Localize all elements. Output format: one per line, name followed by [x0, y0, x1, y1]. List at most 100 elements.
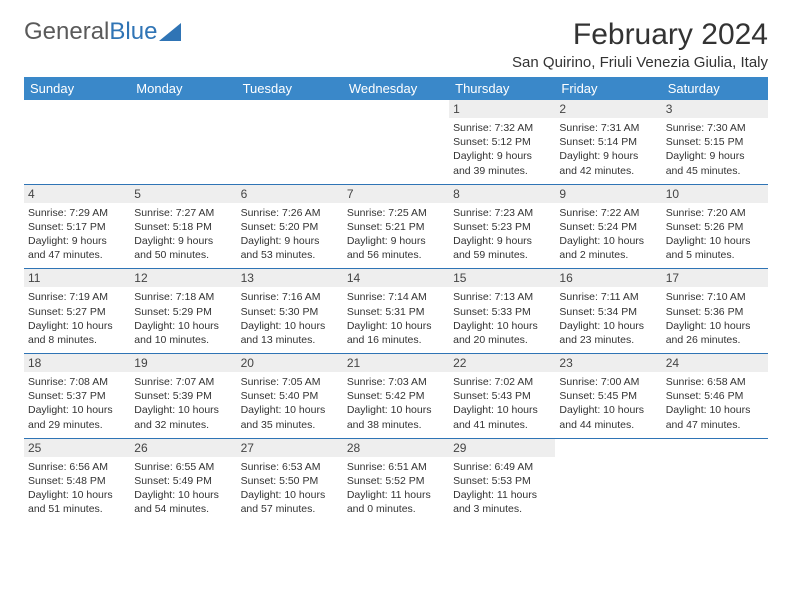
day-number: 26	[130, 439, 236, 457]
day-details: Sunrise: 6:56 AMSunset: 5:48 PMDaylight:…	[28, 460, 126, 517]
day-details: Sunrise: 7:11 AMSunset: 5:34 PMDaylight:…	[559, 290, 657, 347]
calendar-week-row: 11 Sunrise: 7:19 AMSunset: 5:27 PMDayligh…	[24, 269, 768, 354]
logo-triangle-icon	[159, 23, 181, 41]
calendar-cell: 16 Sunrise: 7:11 AMSunset: 5:34 PMDayligh…	[555, 269, 661, 354]
calendar-cell: 2Sunrise: 7:31 AMSunset: 5:14 PMDaylight…	[555, 100, 661, 184]
day-details: Sunrise: 7:14 AMSunset: 5:31 PMDaylight:…	[347, 290, 445, 347]
day-details: Sunrise: 7:29 AMSunset: 5:17 PMDaylight:…	[28, 206, 126, 263]
page-header: GeneralBlue February 2024 San Quirino, F…	[24, 18, 768, 71]
day-number: 1	[449, 100, 555, 118]
logo: GeneralBlue	[24, 18, 181, 46]
day-details: Sunrise: 7:27 AMSunset: 5:18 PMDaylight:…	[134, 206, 232, 263]
calendar-cell: 10Sunrise: 7:20 AMSunset: 5:26 PMDayligh…	[662, 184, 768, 269]
day-number: 21	[343, 354, 449, 372]
calendar-week-row: 1Sunrise: 7:32 AMSunset: 5:12 PMDaylight…	[24, 100, 768, 184]
logo-text-2: Blue	[109, 18, 157, 46]
day-number: 14	[343, 269, 449, 287]
day-number: 18	[24, 354, 130, 372]
day-number: 17	[662, 269, 768, 287]
page-title: February 2024	[512, 18, 768, 52]
calendar-cell: 22 Sunrise: 7:02 AMSunset: 5:43 PMDayligh…	[449, 354, 555, 439]
day-details: Sunrise: 7:22 AMSunset: 5:24 PMDaylight:…	[559, 206, 657, 263]
calendar-cell: 26 Sunrise: 6:55 AMSunset: 5:49 PMDayligh…	[130, 438, 236, 522]
day-number: 20	[237, 354, 343, 372]
calendar-cell	[662, 438, 768, 522]
calendar-table: Sunday Monday Tuesday Wednesday Thursday…	[24, 77, 768, 522]
calendar-cell: 17 Sunrise: 7:10 AMSunset: 5:36 PMDayligh…	[662, 269, 768, 354]
day-details: Sunrise: 7:10 AMSunset: 5:36 PMDaylight:…	[666, 290, 764, 347]
day-details: Sunrise: 7:16 AMSunset: 5:30 PMDaylight:…	[241, 290, 339, 347]
logo-text-1: General	[24, 18, 109, 46]
day-number: 11	[24, 269, 130, 287]
col-header: Friday	[555, 77, 661, 100]
day-number: 7	[343, 185, 449, 203]
calendar-cell: 18Sunrise: 7:08 AMSunset: 5:37 PMDayligh…	[24, 354, 130, 439]
col-header: Wednesday	[343, 77, 449, 100]
day-details: Sunrise: 7:23 AMSunset: 5:23 PMDaylight:…	[453, 206, 551, 263]
page-subtitle: San Quirino, Friuli Venezia Giulia, Ital…	[512, 54, 768, 71]
day-details: Sunrise: 7:13 AMSunset: 5:33 PMDaylight:…	[453, 290, 551, 347]
calendar-cell: 14 Sunrise: 7:14 AMSunset: 5:31 PMDayligh…	[343, 269, 449, 354]
calendar-week-row: 4 Sunrise: 7:29 AMSunset: 5:17 PMDaylight…	[24, 184, 768, 269]
day-number: 22	[449, 354, 555, 372]
day-details: Sunrise: 7:25 AMSunset: 5:21 PMDaylight:…	[347, 206, 445, 263]
calendar-week-row: 18Sunrise: 7:08 AMSunset: 5:37 PMDayligh…	[24, 354, 768, 439]
day-number: 15	[449, 269, 555, 287]
calendar-cell: 21 Sunrise: 7:03 AMSunset: 5:42 PMDayligh…	[343, 354, 449, 439]
col-header: Tuesday	[237, 77, 343, 100]
day-number: 28	[343, 439, 449, 457]
day-number: 29	[449, 439, 555, 457]
calendar-cell	[555, 438, 661, 522]
day-details: Sunrise: 7:30 AMSunset: 5:15 PMDaylight:…	[666, 121, 764, 178]
day-number: 16	[555, 269, 661, 287]
calendar-cell: 4 Sunrise: 7:29 AMSunset: 5:17 PMDaylight…	[24, 184, 130, 269]
calendar-cell: 3 Sunrise: 7:30 AMSunset: 5:15 PMDaylight…	[662, 100, 768, 184]
day-details: Sunrise: 7:00 AMSunset: 5:45 PMDaylight:…	[559, 375, 657, 432]
calendar-cell: 19 Sunrise: 7:07 AMSunset: 5:39 PMDayligh…	[130, 354, 236, 439]
calendar-cell: 15 Sunrise: 7:13 AMSunset: 5:33 PMDayligh…	[449, 269, 555, 354]
day-details: Sunrise: 7:02 AMSunset: 5:43 PMDaylight:…	[453, 375, 551, 432]
day-number: 2	[555, 100, 661, 118]
day-number: 4	[24, 185, 130, 203]
calendar-cell	[343, 100, 449, 184]
day-details: Sunrise: 6:55 AMSunset: 5:49 PMDaylight:…	[134, 460, 232, 517]
day-number: 23	[555, 354, 661, 372]
day-details: Sunrise: 7:26 AMSunset: 5:20 PMDaylight:…	[241, 206, 339, 263]
day-details: Sunrise: 7:20 AMSunset: 5:26 PMDaylight:…	[666, 206, 764, 263]
day-details: Sunrise: 7:18 AMSunset: 5:29 PMDaylight:…	[134, 290, 232, 347]
day-details: Sunrise: 6:51 AMSunset: 5:52 PMDaylight:…	[347, 460, 445, 517]
calendar-cell: 11 Sunrise: 7:19 AMSunset: 5:27 PMDayligh…	[24, 269, 130, 354]
day-number: 5	[130, 185, 236, 203]
day-number: 12	[130, 269, 236, 287]
day-number: 24	[662, 354, 768, 372]
day-details: Sunrise: 7:03 AMSunset: 5:42 PMDaylight:…	[347, 375, 445, 432]
day-details: Sunrise: 7:19 AMSunset: 5:27 PMDaylight:…	[28, 290, 126, 347]
day-number: 9	[555, 185, 661, 203]
day-number: 27	[237, 439, 343, 457]
calendar-cell	[237, 100, 343, 184]
calendar-cell: 9 Sunrise: 7:22 AMSunset: 5:24 PMDaylight…	[555, 184, 661, 269]
calendar-page: GeneralBlue February 2024 San Quirino, F…	[0, 0, 792, 540]
calendar-week-row: 25 Sunrise: 6:56 AMSunset: 5:48 PMDayligh…	[24, 438, 768, 522]
day-details: Sunrise: 6:53 AMSunset: 5:50 PMDaylight:…	[241, 460, 339, 517]
calendar-cell: 12 Sunrise: 7:18 AMSunset: 5:29 PMDayligh…	[130, 269, 236, 354]
day-number: 8	[449, 185, 555, 203]
day-details: Sunrise: 6:49 AMSunset: 5:53 PMDaylight:…	[453, 460, 551, 517]
calendar-cell: 7 Sunrise: 7:25 AMSunset: 5:21 PMDaylight…	[343, 184, 449, 269]
calendar-cell: 25 Sunrise: 6:56 AMSunset: 5:48 PMDayligh…	[24, 438, 130, 522]
calendar-cell: 13 Sunrise: 7:16 AMSunset: 5:30 PMDayligh…	[237, 269, 343, 354]
calendar-cell: 29 Sunrise: 6:49 AMSunset: 5:53 PMDayligh…	[449, 438, 555, 522]
calendar-cell: 20 Sunrise: 7:05 AMSunset: 5:40 PMDayligh…	[237, 354, 343, 439]
day-number: 13	[237, 269, 343, 287]
calendar-cell: 24Sunrise: 6:58 AMSunset: 5:46 PMDayligh…	[662, 354, 768, 439]
calendar-header-row: Sunday Monday Tuesday Wednesday Thursday…	[24, 77, 768, 100]
calendar-cell: 1Sunrise: 7:32 AMSunset: 5:12 PMDaylight…	[449, 100, 555, 184]
day-number: 25	[24, 439, 130, 457]
day-number: 3	[662, 100, 768, 118]
calendar-cell	[130, 100, 236, 184]
day-details: Sunrise: 7:05 AMSunset: 5:40 PMDaylight:…	[241, 375, 339, 432]
day-number: 19	[130, 354, 236, 372]
calendar-cell: 5 Sunrise: 7:27 AMSunset: 5:18 PMDaylight…	[130, 184, 236, 269]
calendar-cell	[24, 100, 130, 184]
day-details: Sunrise: 7:07 AMSunset: 5:39 PMDaylight:…	[134, 375, 232, 432]
